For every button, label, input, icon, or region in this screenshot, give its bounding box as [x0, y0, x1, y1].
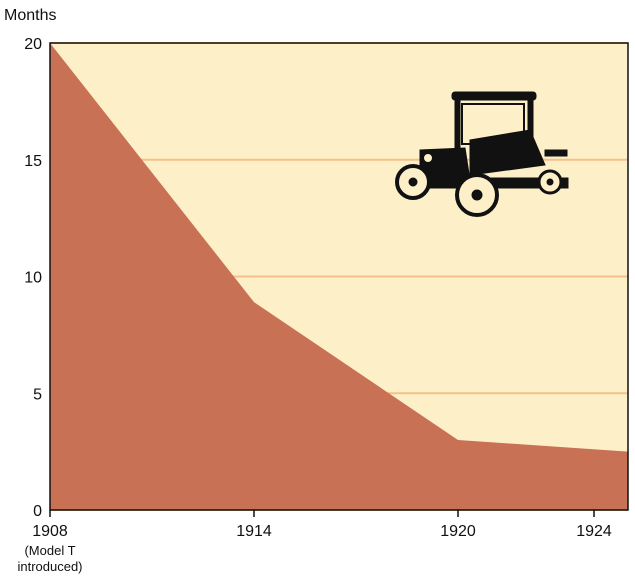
x-tick-label: 1908 — [32, 523, 68, 540]
y-tick-label: 10 — [24, 270, 42, 287]
x-tick-label: 1920 — [440, 523, 476, 540]
x-tick-label: 1914 — [236, 523, 272, 540]
y-tick-label: 20 — [24, 36, 42, 53]
y-tick-label: 15 — [24, 153, 42, 170]
y-axis-label: Months — [4, 7, 56, 24]
x-tick-label: 1924 — [576, 523, 612, 540]
y-tick-label: 5 — [33, 386, 42, 403]
chart: Months 0 5 10 15 20 1908 1914 1920 1924 (Model Ti… — [0, 0, 635, 585]
y-tick-label: 0 — [33, 503, 42, 520]
